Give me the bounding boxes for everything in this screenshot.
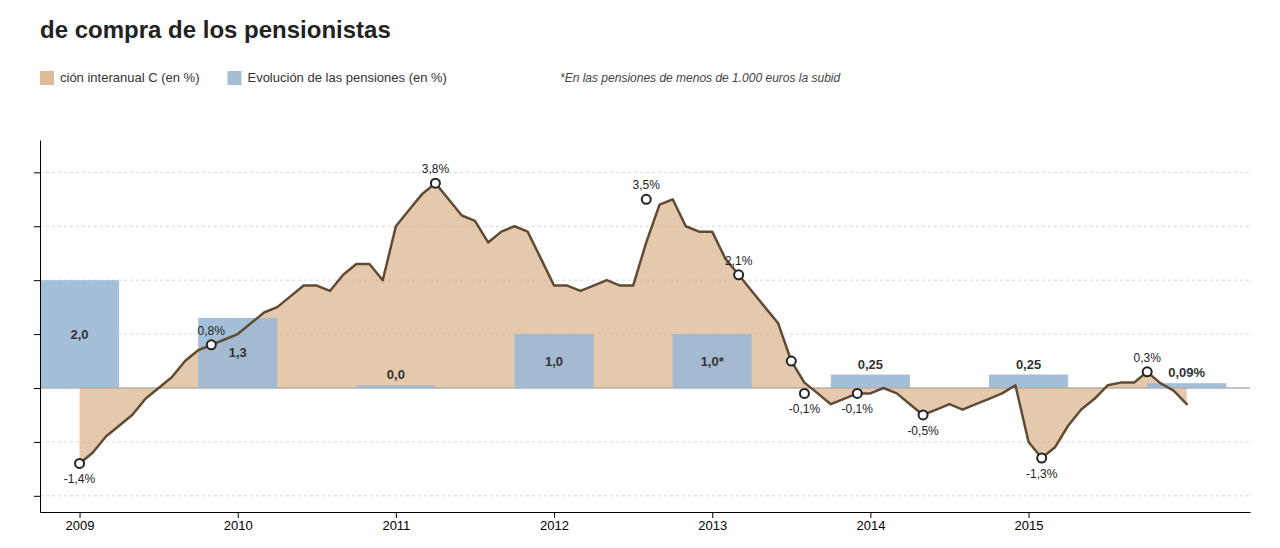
legend-label: ción interanual C (en %) bbox=[60, 70, 199, 85]
bar bbox=[198, 318, 277, 388]
legend-swatch bbox=[40, 71, 54, 85]
y-tick-mark bbox=[34, 334, 40, 335]
x-tick: 2011 bbox=[382, 512, 410, 533]
grid bbox=[40, 172, 1250, 495]
x-tick-label: 2015 bbox=[1015, 518, 1044, 533]
legend: ción interanual C (en %) Evolución de las… bbox=[40, 70, 447, 85]
y-tick-mark bbox=[34, 442, 40, 443]
y-tick bbox=[34, 226, 40, 227]
point bbox=[853, 389, 862, 398]
data-label: 2,0 bbox=[71, 327, 89, 342]
data-label: 1,0* bbox=[701, 354, 725, 369]
x-tick-label: 2014 bbox=[856, 518, 885, 533]
x-tick-label: 2011 bbox=[382, 518, 410, 533]
y-tick-mark bbox=[34, 496, 40, 497]
bar bbox=[356, 385, 435, 388]
lines bbox=[80, 183, 1187, 463]
y-tick-mark bbox=[34, 280, 40, 281]
annotation: -0,1% bbox=[842, 402, 874, 416]
chart-title: de compra de los pensionistas bbox=[40, 16, 391, 43]
areas bbox=[80, 183, 1187, 463]
bar bbox=[989, 375, 1068, 388]
data-label: 1,0 bbox=[545, 354, 563, 369]
grid-line bbox=[40, 495, 1250, 496]
grid-line bbox=[40, 441, 1250, 442]
bar bbox=[673, 334, 752, 388]
x-tick: 2012 bbox=[540, 512, 569, 533]
points bbox=[75, 179, 1152, 468]
annotation: 0,3% bbox=[1134, 351, 1162, 365]
x-tick: 2009 bbox=[66, 512, 95, 533]
data-label: 0,09% bbox=[1168, 365, 1205, 380]
point bbox=[75, 459, 84, 468]
note: *En las pensiones de menos de 1.000 euro… bbox=[560, 71, 841, 85]
line bbox=[80, 183, 1187, 463]
y-tick bbox=[34, 334, 40, 335]
point bbox=[642, 195, 651, 204]
point bbox=[800, 389, 809, 398]
y-tick bbox=[34, 388, 40, 389]
x-tick-mark bbox=[80, 512, 81, 518]
annotation: 3,5% bbox=[633, 178, 661, 192]
grid-line bbox=[40, 226, 1250, 227]
x-tick: 2014 bbox=[856, 512, 885, 533]
y-tick bbox=[34, 496, 40, 497]
y-tick bbox=[34, 280, 40, 281]
labels: 2,0 1,3 0,0 1,0 1,0* 0,25 0,25 0,09% -1,4% 0,8% 3,… bbox=[64, 162, 1206, 486]
point bbox=[787, 357, 796, 366]
annotation: -1,3% bbox=[1026, 467, 1058, 481]
x-tick-label: 2009 bbox=[66, 518, 95, 533]
bars bbox=[40, 280, 1226, 388]
chart-svg: de compra de los pensionistas 2,0 1,3 0,0 1,… bbox=[0, 0, 1280, 548]
grid-line bbox=[40, 172, 1250, 173]
x-tick-mark bbox=[712, 512, 713, 518]
x-tick: 2013 bbox=[698, 512, 727, 533]
x-tick-mark bbox=[396, 512, 397, 518]
bar bbox=[515, 334, 594, 388]
bar bbox=[1147, 383, 1226, 388]
y-tick-mark bbox=[34, 226, 40, 227]
data-label: 0,0 bbox=[387, 367, 405, 382]
x-tick-label: 2012 bbox=[540, 518, 569, 533]
annotation: -0,1% bbox=[789, 402, 821, 416]
point bbox=[207, 340, 216, 349]
x-tick-mark bbox=[870, 512, 871, 518]
point bbox=[1037, 454, 1046, 463]
x-tick-mark bbox=[238, 512, 239, 518]
y-tick bbox=[34, 442, 40, 443]
x-tick-mark bbox=[554, 512, 555, 518]
legend-swatch bbox=[227, 71, 241, 85]
x-tick: 2010 bbox=[224, 512, 253, 533]
y-tick bbox=[34, 172, 40, 173]
bar bbox=[40, 280, 119, 388]
data-label: 0,25 bbox=[858, 357, 883, 372]
x-axis: 2009 2010 2011 2012 2013 2014 2015 bbox=[41, 512, 1251, 533]
annotation: -1,4% bbox=[64, 472, 96, 486]
area bbox=[80, 183, 1187, 463]
data-label: 0,25 bbox=[1016, 357, 1041, 372]
legend-label: Evolución de las pensiones (en %) bbox=[247, 70, 446, 85]
point bbox=[919, 410, 928, 419]
point bbox=[734, 270, 743, 279]
x-tick-label: 2013 bbox=[698, 518, 727, 533]
y-tick-mark bbox=[34, 172, 40, 173]
data-label: 1,3 bbox=[229, 345, 247, 360]
y-tick-mark bbox=[34, 388, 40, 389]
marks bbox=[40, 179, 1226, 468]
annotation: 0,8% bbox=[198, 324, 226, 338]
annotation: 3,8% bbox=[422, 162, 450, 176]
point bbox=[431, 179, 440, 188]
x-tick-mark bbox=[1029, 512, 1030, 518]
y-axis bbox=[34, 141, 41, 513]
point bbox=[1143, 367, 1152, 376]
annotation: 2,1% bbox=[725, 254, 753, 268]
x-axis-line bbox=[41, 512, 1251, 513]
x-tick-label: 2010 bbox=[224, 518, 253, 533]
annotation: -0,5% bbox=[907, 424, 939, 438]
bar bbox=[831, 375, 910, 388]
y-axis-line bbox=[40, 141, 41, 513]
x-tick: 2015 bbox=[1015, 512, 1044, 533]
